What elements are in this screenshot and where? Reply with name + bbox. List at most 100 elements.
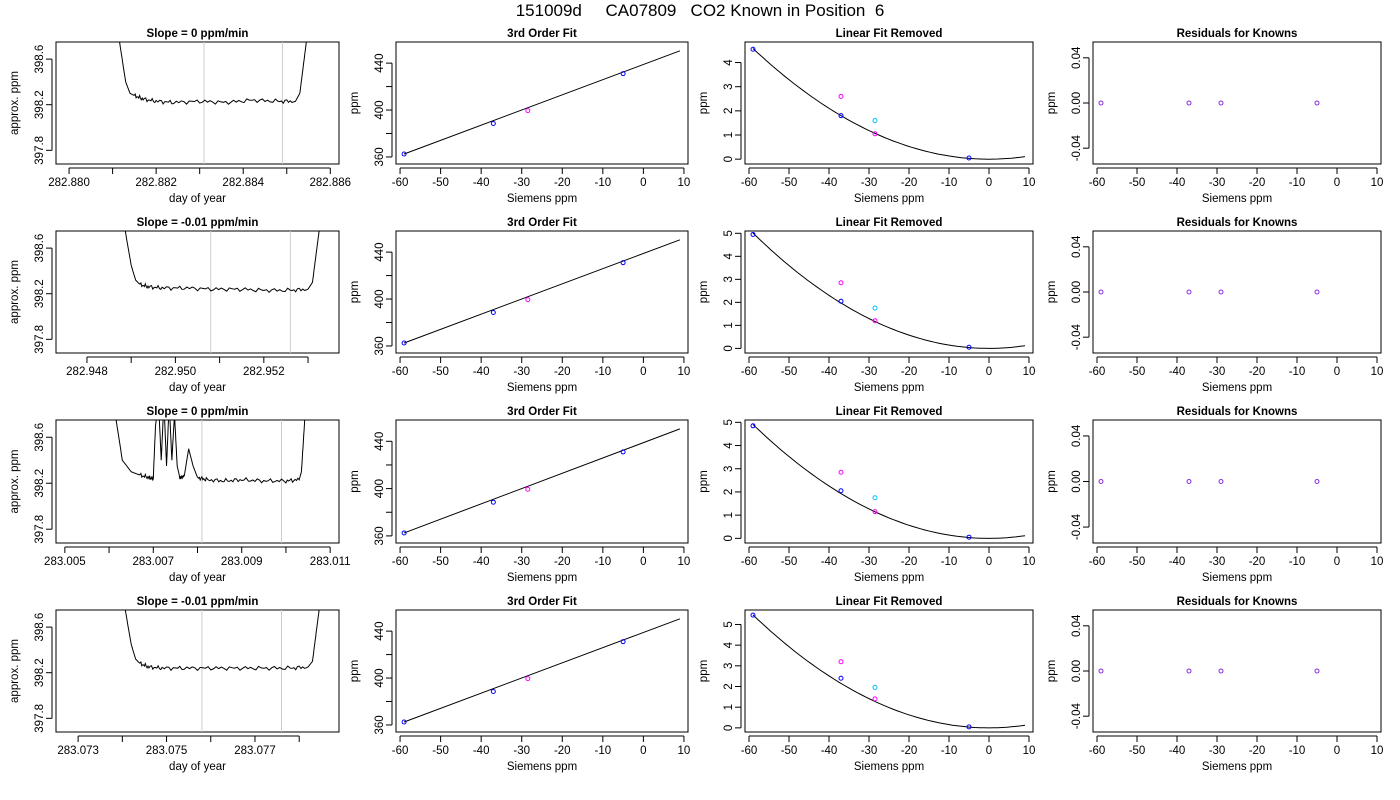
- plot-frame: [1092, 230, 1382, 354]
- x-tick-label: -50: [432, 745, 449, 757]
- data-point: [490, 499, 496, 505]
- plot-frame: [55, 609, 340, 733]
- plot-frame: [1092, 41, 1382, 165]
- x-tick-label: -10: [595, 366, 612, 378]
- fit-curve: [752, 232, 1026, 349]
- x-tick-label: 0: [986, 556, 992, 568]
- plot-frame: [395, 230, 689, 354]
- y-tick-label: 0.00: [1071, 92, 1083, 114]
- data-point: [1314, 100, 1320, 106]
- y-tick-label: 0.00: [1071, 660, 1083, 682]
- y-tick-label: -0.04: [1071, 513, 1083, 540]
- data-point: [750, 46, 756, 52]
- y-tick-label: 0.04: [1071, 235, 1083, 258]
- x-tick-label: 10: [678, 556, 691, 568]
- x-tick-label: 283.073: [57, 745, 99, 757]
- plot-frame: [744, 419, 1034, 544]
- fit-line: [403, 50, 681, 155]
- panel-fit-row-1: 3rd Order Fit -60 -50 -40 -30 -20 -10 0 10 Siemen…: [349, 28, 690, 205]
- x-tick-label: -20: [1249, 177, 1266, 189]
- y-axis-label: ppm: [1046, 281, 1058, 303]
- plot-frame: [1092, 419, 1382, 544]
- y-tick-label: 3: [723, 83, 735, 89]
- x-tick-label: -60: [741, 366, 758, 378]
- y-tick-label: 398.6: [34, 234, 46, 263]
- x-tick-label: -60: [1089, 556, 1106, 568]
- data-point: [966, 534, 972, 540]
- x-axis-label: Siemens ppm: [1202, 382, 1272, 394]
- y-tick-label: 0.04: [1071, 46, 1083, 69]
- y-tick-label: 0: [723, 156, 735, 162]
- x-axis-label: Siemens ppm: [507, 761, 577, 773]
- x-tick-label: -10: [595, 177, 612, 189]
- y-tick-label: 5: [723, 419, 735, 425]
- fit-line: [403, 618, 681, 723]
- data-point: [1186, 100, 1192, 106]
- y-tick-label: 397.8: [34, 704, 46, 733]
- data-point: [1186, 479, 1192, 484]
- x-tick-label: 282.882: [135, 177, 177, 189]
- y-tick-label: 0.00: [1071, 281, 1083, 303]
- panel-linear_removed-row-1: Linear Fit Removed-60 -50 -40 -30 -20 -10 0 10S…: [698, 28, 1035, 205]
- x-tick-label: -50: [781, 745, 798, 757]
- data-point: [1218, 289, 1224, 295]
- data-point: [1218, 100, 1224, 106]
- data-point: [872, 318, 878, 324]
- x-tick-label: -50: [781, 177, 798, 189]
- data-point: [838, 488, 844, 494]
- y-tick-label: 360: [374, 336, 386, 355]
- x-tick-label: -30: [1209, 366, 1226, 378]
- y-tick-label: 1: [723, 704, 735, 710]
- fit-line: [403, 428, 681, 534]
- y-tick-label: 397.8: [34, 136, 46, 165]
- data-point: [620, 71, 626, 77]
- x-axis-label: day of year: [169, 193, 226, 205]
- plot-frame: [744, 41, 1034, 165]
- y-tick-label: 0.00: [1071, 470, 1083, 492]
- y-axis-label: approx. ppm: [9, 639, 21, 703]
- fit-curve: [752, 424, 1026, 539]
- data-point: [838, 280, 844, 286]
- data-point: [838, 113, 844, 119]
- data-point: [838, 93, 844, 99]
- data-point: [838, 659, 844, 665]
- y-tick-label: -0.04: [1071, 323, 1083, 350]
- plot-area: [401, 239, 681, 346]
- x-tick-label: 10: [678, 366, 691, 378]
- plot-frame: [395, 419, 689, 544]
- y-axis-label: approx. ppm: [9, 71, 21, 135]
- data-point: [750, 231, 756, 237]
- data-point: [966, 155, 972, 161]
- y-tick-label: -0.04: [1071, 702, 1083, 729]
- panel-title: 3rd Order Fit: [507, 28, 577, 40]
- x-tick-label: 283.009: [221, 556, 263, 568]
- data-point: [872, 118, 878, 124]
- y-tick-label: 440: [374, 54, 386, 73]
- plot-area: [750, 423, 1026, 540]
- y-tick-label: 0.04: [1071, 424, 1083, 447]
- x-axis-label: Siemens ppm: [1202, 193, 1272, 205]
- y-axis-label: ppm: [349, 281, 361, 303]
- y-axis-label: ppm: [349, 92, 361, 114]
- x-tick-label: -10: [1289, 177, 1306, 189]
- panel-title: Residuals for Knowns: [1177, 217, 1298, 229]
- panel-raw-row-2: Slope = -0.01 ppm/min 282.948 282.950 282.9…: [9, 217, 340, 394]
- x-tick-label: -10: [941, 366, 958, 378]
- x-tick-label: 282.886: [310, 177, 352, 189]
- x-axis-label: day of year: [169, 572, 226, 584]
- plot-area: [1098, 100, 1320, 106]
- data-point: [750, 612, 756, 618]
- data-trace: [124, 610, 320, 672]
- data-point: [490, 310, 496, 316]
- x-tick-label: -10: [941, 556, 958, 568]
- x-tick-label: -60: [392, 556, 409, 568]
- data-point: [401, 340, 407, 346]
- y-axis-label: ppm: [1046, 92, 1058, 114]
- x-tick-label: -20: [901, 745, 918, 757]
- x-tick-label: -10: [1289, 745, 1306, 757]
- panel-title: 3rd Order Fit: [507, 596, 577, 608]
- x-tick-label: -40: [1169, 366, 1186, 378]
- x-tick-label: 282.950: [155, 366, 197, 378]
- y-tick-label: 4: [723, 641, 735, 648]
- x-tick-label: -40: [473, 177, 490, 189]
